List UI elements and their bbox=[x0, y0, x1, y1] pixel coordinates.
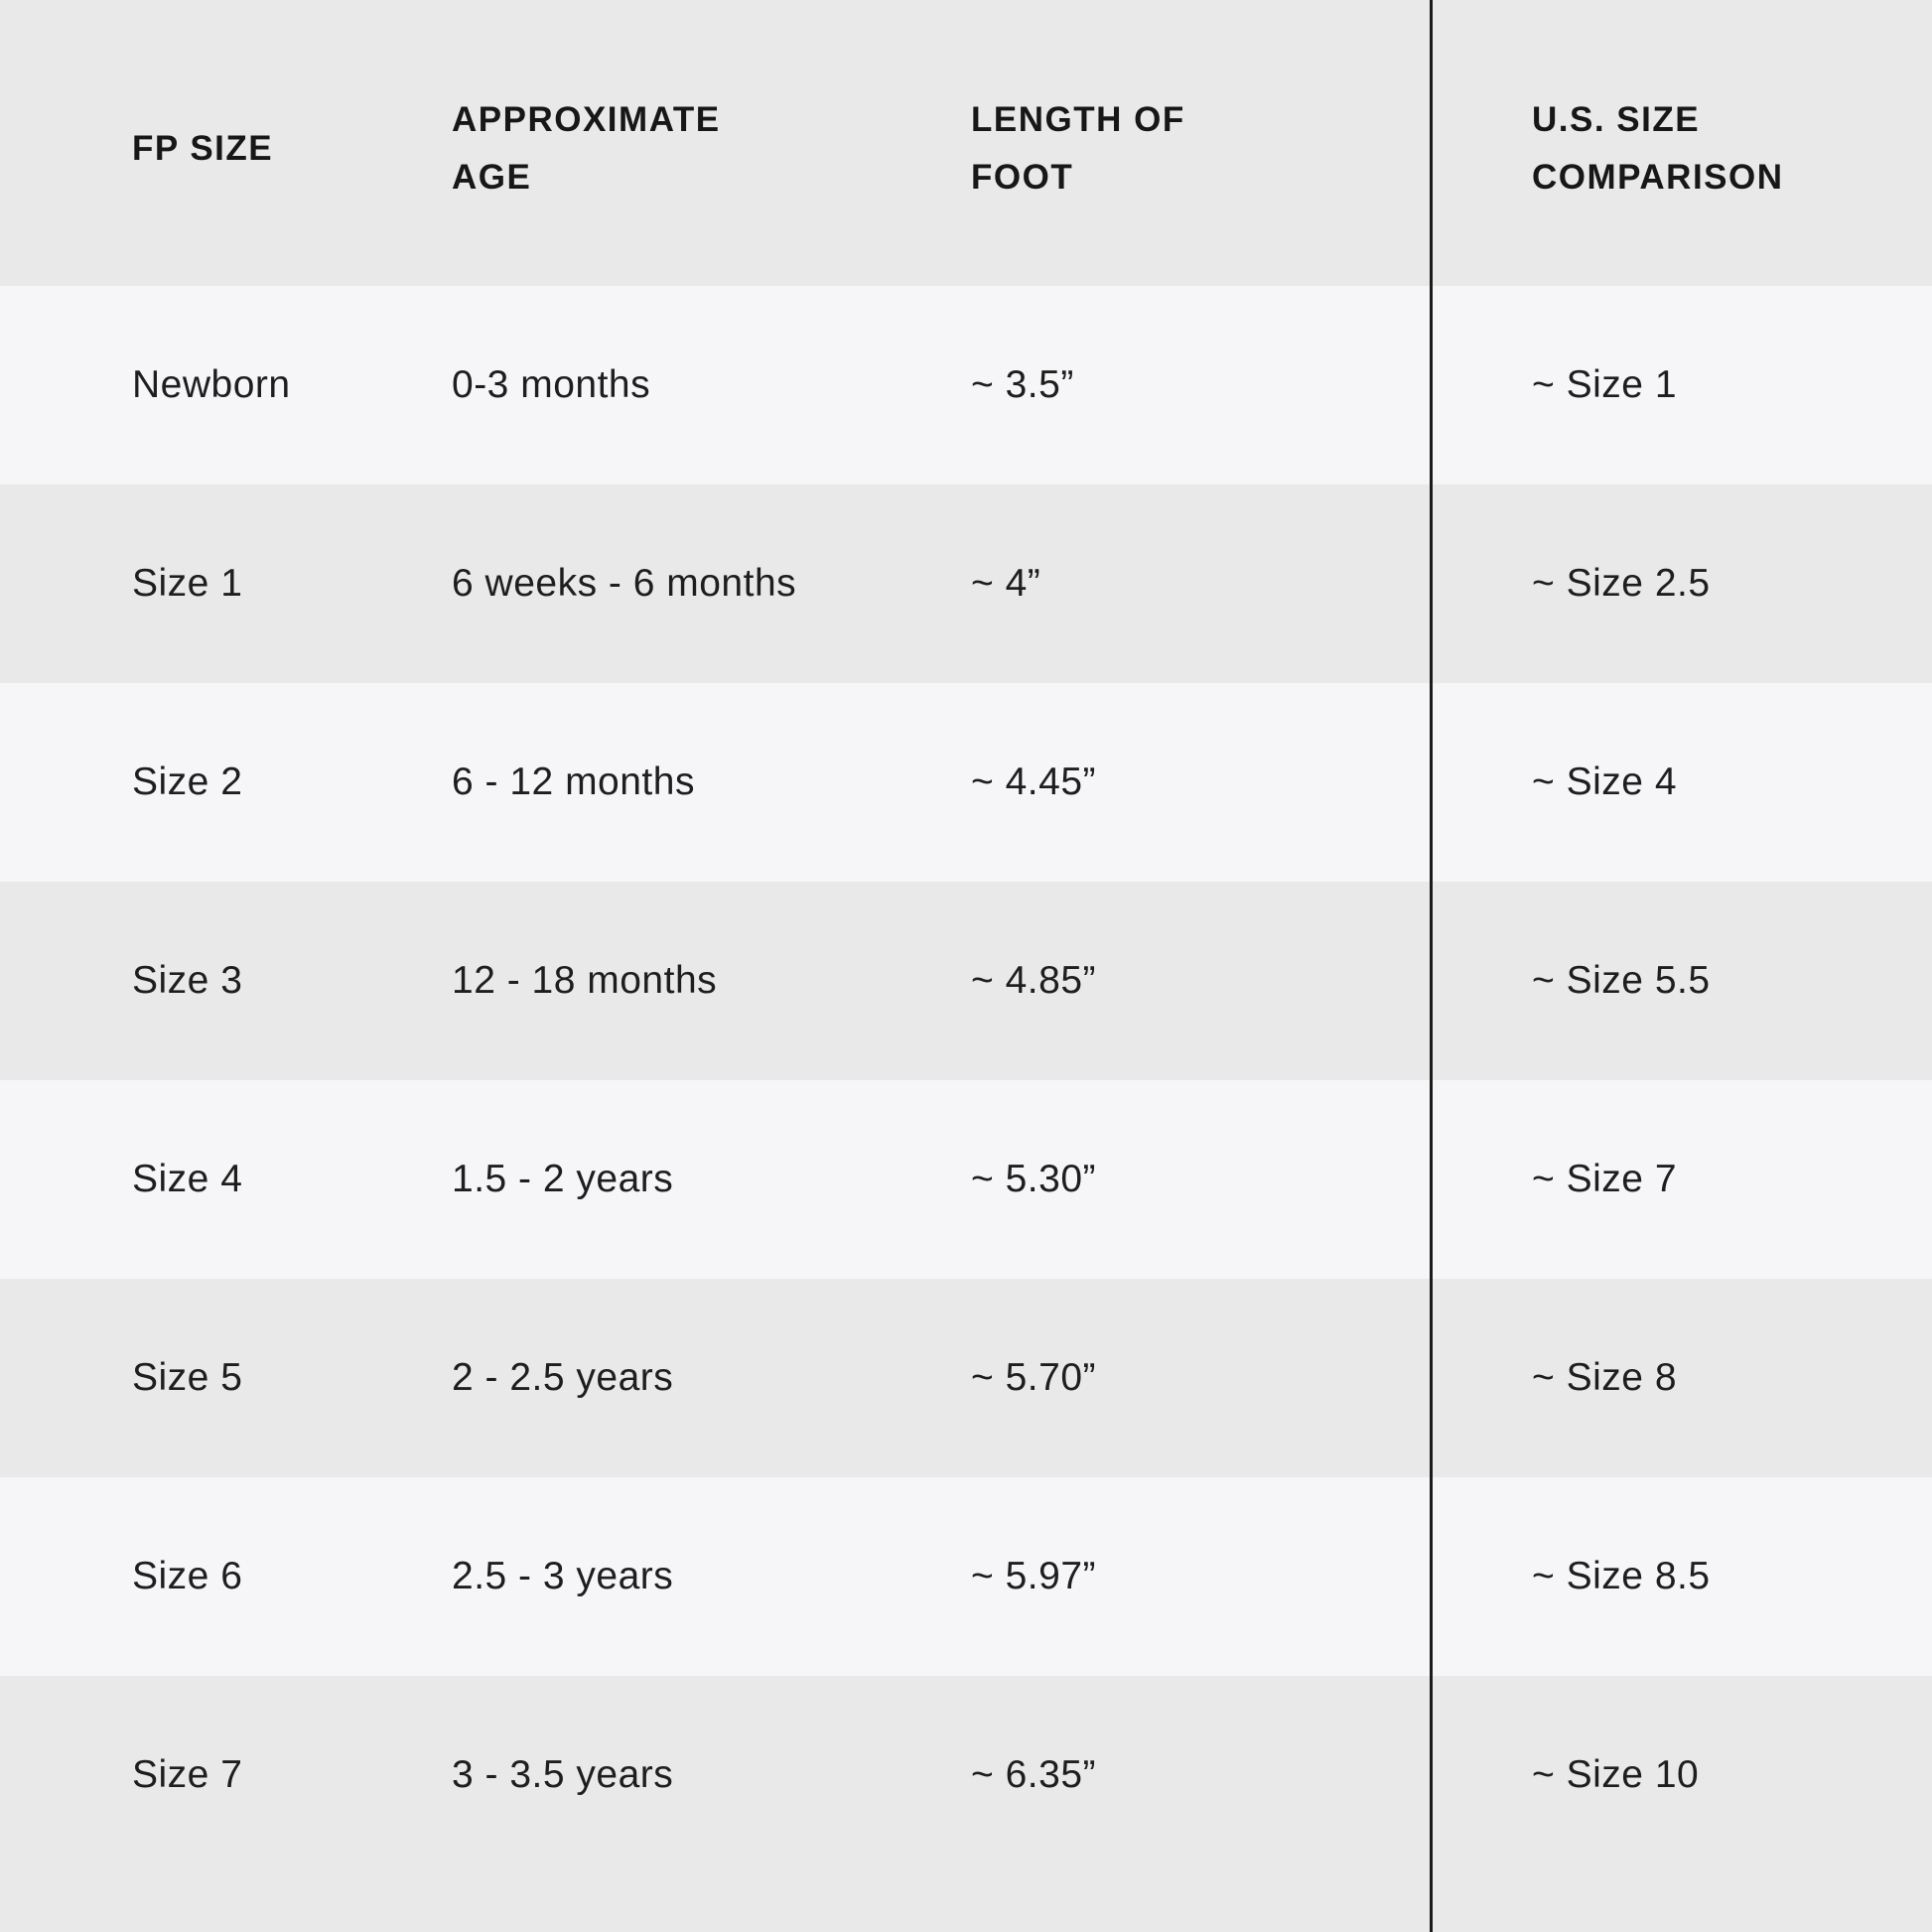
length-of-foot-cell: ~ 4.85” bbox=[971, 959, 1097, 1002]
us-size-comparison-cell: ~ Size 1 bbox=[1532, 363, 1678, 406]
table-row: Size 7 3 - 3.5 years ~ 6.35” ~ Size 10 bbox=[0, 1676, 1932, 1874]
table-header-row: FP SIZE APPROXIMATE AGE LENGTH OF FOOT U… bbox=[0, 0, 1932, 286]
approximate-age-cell: 2.5 - 3 years bbox=[452, 1555, 674, 1597]
fp-size-cell: Size 1 bbox=[132, 562, 243, 605]
length-of-foot-cell: ~ 5.30” bbox=[971, 1158, 1097, 1200]
fp-size-cell: Size 4 bbox=[132, 1158, 243, 1200]
us-size-comparison-cell: ~ Size 2.5 bbox=[1532, 562, 1711, 605]
column-header-label: APPROXIMATE AGE bbox=[452, 100, 721, 197]
fp-size-cell: Size 6 bbox=[132, 1555, 243, 1597]
fp-size-cell: Size 3 bbox=[132, 959, 243, 1002]
fp-size-cell: Newborn bbox=[132, 363, 291, 406]
column-header-fp-size: FP SIZE bbox=[0, 0, 452, 286]
approximate-age-cell: 6 weeks - 6 months bbox=[452, 562, 797, 605]
table-row: Size 3 12 - 18 months ~ 4.85” ~ Size 5.5 bbox=[0, 882, 1932, 1080]
us-size-comparison-cell: ~ Size 8.5 bbox=[1532, 1555, 1711, 1597]
approximate-age-cell: 2 - 2.5 years bbox=[452, 1356, 674, 1399]
column-header-label: LENGTH OF FOOT bbox=[971, 100, 1185, 197]
column-divider-line bbox=[1430, 0, 1433, 1932]
bottom-filler-strip bbox=[0, 1874, 1932, 1932]
table-row: Size 4 1.5 - 2 years ~ 5.30” ~ Size 7 bbox=[0, 1080, 1932, 1279]
us-size-comparison-cell: ~ Size 7 bbox=[1532, 1158, 1678, 1200]
us-size-comparison-cell: ~ Size 5.5 bbox=[1532, 959, 1711, 1002]
us-size-comparison-cell: ~ Size 8 bbox=[1532, 1356, 1678, 1399]
table-row: Size 2 6 - 12 months ~ 4.45” ~ Size 4 bbox=[0, 683, 1932, 882]
length-of-foot-cell: ~ 5.97” bbox=[971, 1555, 1097, 1597]
length-of-foot-cell: ~ 6.35” bbox=[971, 1753, 1097, 1796]
table-row: Size 5 2 - 2.5 years ~ 5.70” ~ Size 8 bbox=[0, 1279, 1932, 1477]
length-of-foot-cell: ~ 5.70” bbox=[971, 1356, 1097, 1399]
length-of-foot-cell: ~ 4” bbox=[971, 562, 1041, 605]
column-header-us-size-comparison: U.S. SIZE COMPARISON bbox=[1433, 0, 1932, 286]
approximate-age-cell: 1.5 - 2 years bbox=[452, 1158, 674, 1200]
column-header-approximate-age: APPROXIMATE AGE bbox=[452, 0, 971, 286]
fp-size-cell: Size 5 bbox=[132, 1356, 243, 1399]
approximate-age-cell: 0-3 months bbox=[452, 363, 651, 406]
approximate-age-cell: 12 - 18 months bbox=[452, 959, 718, 1002]
column-header-length-of-foot: LENGTH OF FOOT bbox=[971, 0, 1433, 286]
table-row: Size 1 6 weeks - 6 months ~ 4” ~ Size 2.… bbox=[0, 484, 1932, 683]
table-row: Size 6 2.5 - 3 years ~ 5.97” ~ Size 8.5 bbox=[0, 1477, 1932, 1676]
length-of-foot-cell: ~ 3.5” bbox=[971, 363, 1074, 406]
column-header-label: U.S. SIZE COMPARISON bbox=[1532, 100, 1784, 197]
fp-size-cell: Size 7 bbox=[132, 1753, 243, 1796]
us-size-comparison-cell: ~ Size 4 bbox=[1532, 760, 1678, 803]
approximate-age-cell: 3 - 3.5 years bbox=[452, 1753, 674, 1796]
us-size-comparison-cell: ~ Size 10 bbox=[1532, 1753, 1700, 1796]
approximate-age-cell: 6 - 12 months bbox=[452, 760, 695, 803]
column-header-label: FP SIZE bbox=[132, 129, 274, 169]
length-of-foot-cell: ~ 4.45” bbox=[971, 760, 1097, 803]
fp-size-cell: Size 2 bbox=[132, 760, 243, 803]
table-row: Newborn 0-3 months ~ 3.5” ~ Size 1 bbox=[0, 286, 1932, 484]
